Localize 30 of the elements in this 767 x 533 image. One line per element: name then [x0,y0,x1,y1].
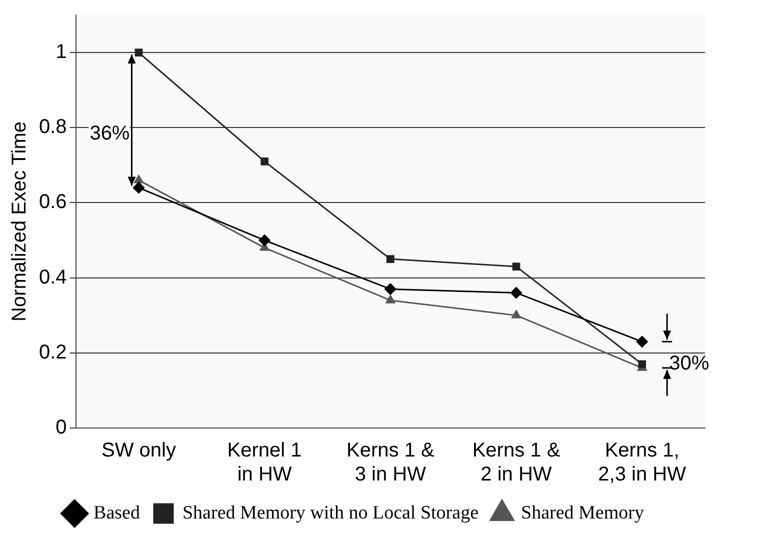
point [132,182,144,194]
point [258,234,270,246]
legend-label: Shared Memory [521,502,644,524]
point [636,336,648,348]
y-tick-label: 0.8 [38,116,67,138]
annotation: 30% [669,352,710,375]
x-tick-label: Kerns 1, 2,3 in HW [598,440,686,486]
x-tick-label: Kerns 1 & 2 in HW [472,440,561,486]
annotation: 36% [90,122,130,145]
point [134,48,143,56]
x-tick-label: SW only [101,440,176,462]
point [386,255,394,263]
legend-label: Based [94,502,140,524]
legend-label: Shared Memory with no Local Storage [182,502,479,524]
x-tick-label: Kernel 1 in HW [227,440,302,486]
y-tick-label: 0.6 [38,191,67,214]
point [512,262,520,270]
point [638,360,646,368]
point [512,310,521,318]
point [510,287,522,299]
y-tick-label: 1 [56,41,67,64]
point [386,295,396,304]
y-tick-label: 0.2 [38,341,67,364]
point [134,174,144,184]
point [384,283,396,295]
y-tick-label: 0.4 [38,266,67,288]
x-tick-label: Kerns 1 & 3 in HW [346,440,435,486]
point [260,157,268,166]
y-axis-title: Normalized Exec Time [8,121,31,322]
y-tick-label: 0 [56,416,67,439]
